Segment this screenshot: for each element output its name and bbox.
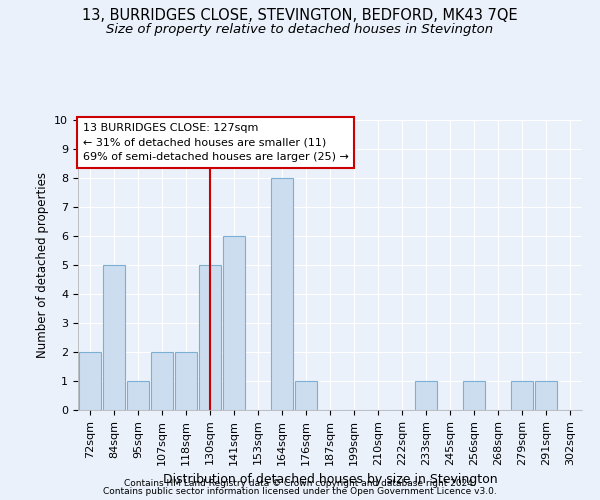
Bar xyxy=(415,381,437,410)
Bar xyxy=(511,381,533,410)
Bar xyxy=(175,352,197,410)
Bar xyxy=(103,265,125,410)
Bar xyxy=(295,381,317,410)
Bar xyxy=(223,236,245,410)
Bar xyxy=(271,178,293,410)
Bar xyxy=(127,381,149,410)
Text: 13 BURRIDGES CLOSE: 127sqm
← 31% of detached houses are smaller (11)
69% of semi: 13 BURRIDGES CLOSE: 127sqm ← 31% of deta… xyxy=(83,123,349,162)
Text: Contains public sector information licensed under the Open Government Licence v3: Contains public sector information licen… xyxy=(103,487,497,496)
Bar xyxy=(79,352,101,410)
Bar xyxy=(463,381,485,410)
Text: Contains HM Land Registry data © Crown copyright and database right 2024.: Contains HM Land Registry data © Crown c… xyxy=(124,478,476,488)
Y-axis label: Number of detached properties: Number of detached properties xyxy=(36,172,49,358)
Text: Size of property relative to detached houses in Stevington: Size of property relative to detached ho… xyxy=(106,22,494,36)
Text: 13, BURRIDGES CLOSE, STEVINGTON, BEDFORD, MK43 7QE: 13, BURRIDGES CLOSE, STEVINGTON, BEDFORD… xyxy=(82,8,518,22)
Bar xyxy=(535,381,557,410)
Bar xyxy=(199,265,221,410)
Bar xyxy=(151,352,173,410)
X-axis label: Distribution of detached houses by size in Stevington: Distribution of detached houses by size … xyxy=(163,473,497,486)
